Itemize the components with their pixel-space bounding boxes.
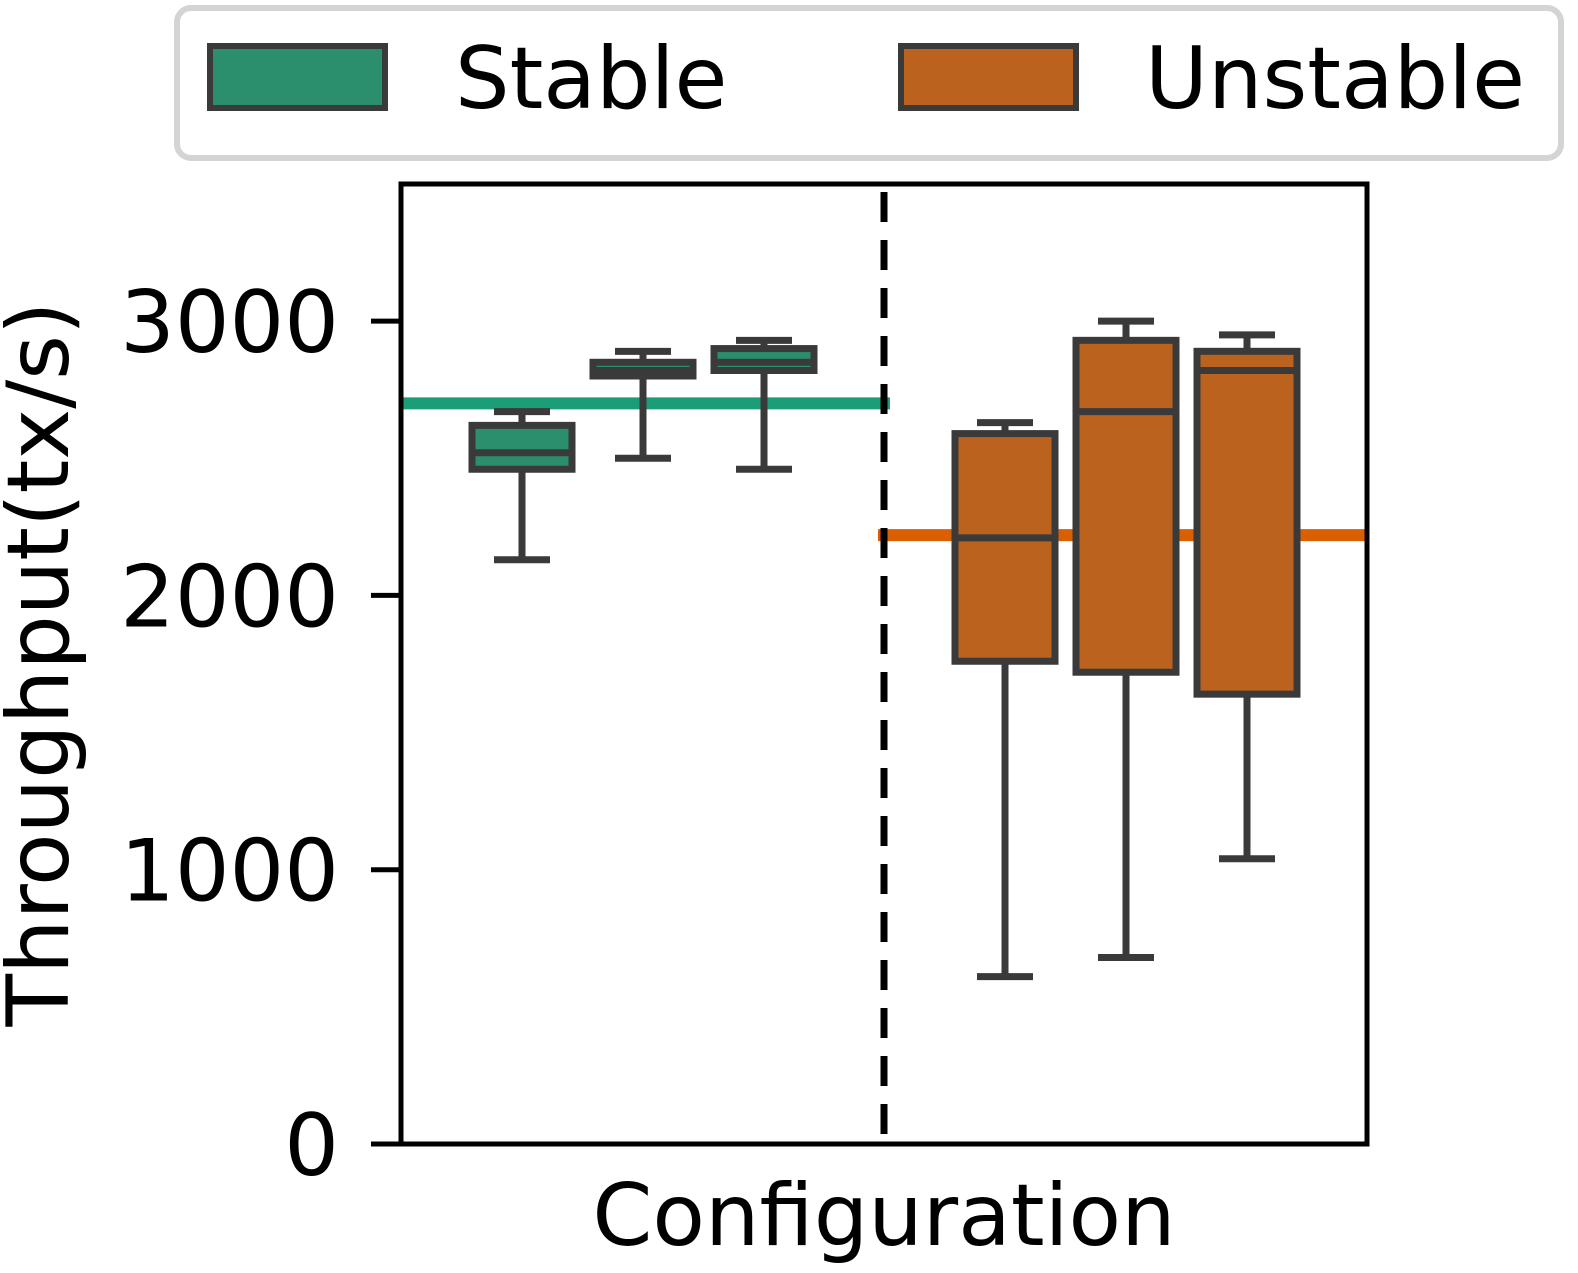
plot-frame: [398, 181, 1370, 1147]
legend: Stable Unstable: [174, 5, 1564, 161]
y-axis-ticks: 0 1000 2000 3000: [120, 273, 401, 1196]
legend-swatch-stable: [207, 43, 388, 111]
box-stable-1: [468, 408, 576, 564]
y-tick-label: 1000: [120, 822, 339, 922]
legend-swatch-unstable: [898, 43, 1079, 111]
legend-frame: [174, 5, 1564, 161]
y-axis-label: Throughput(tx/s): [0, 301, 89, 1027]
x-axis-label: Configuration: [592, 1166, 1175, 1266]
box-iqr: [468, 421, 576, 473]
box-unstable-2: [1072, 317, 1180, 961]
legend-label-stable: Stable: [455, 29, 727, 129]
legend-label-unstable: Unstable: [1145, 29, 1525, 129]
box-series: [468, 317, 1301, 981]
box-stable-3: [710, 336, 818, 473]
y-tick-label: 0: [284, 1096, 339, 1196]
box-unstable-3: [1193, 331, 1301, 863]
y-tick-label: 2000: [120, 547, 339, 647]
box-iqr: [1193, 347, 1301, 698]
box-stable-2: [589, 347, 697, 462]
box-iqr: [1072, 336, 1180, 676]
box-unstable-1: [951, 419, 1059, 981]
y-tick-label: 3000: [120, 273, 339, 373]
box-iqr: [951, 430, 1059, 665]
